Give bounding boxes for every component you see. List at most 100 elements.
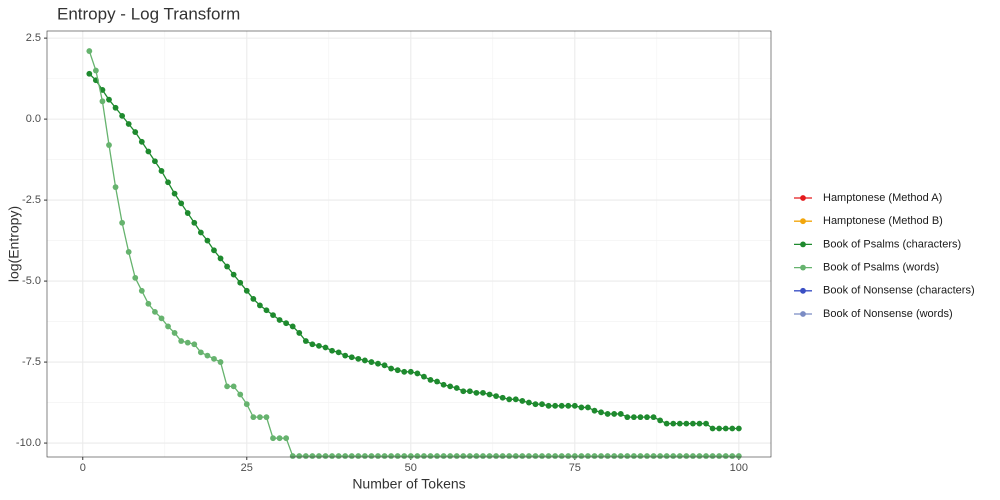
data-point <box>407 368 414 375</box>
data-point <box>257 414 263 421</box>
data-point <box>644 414 650 421</box>
data-point <box>466 453 473 459</box>
data-point <box>276 317 283 323</box>
data-point <box>329 453 335 459</box>
data-point <box>243 401 250 408</box>
data-point <box>309 453 316 459</box>
data-point <box>473 453 480 459</box>
data-point <box>270 435 276 442</box>
data-point <box>296 453 303 459</box>
data-point <box>716 453 723 459</box>
data-point <box>519 453 526 459</box>
data-point <box>696 453 703 459</box>
data-point <box>453 453 460 459</box>
data-point <box>657 453 664 459</box>
data-point <box>644 453 650 459</box>
data-point <box>230 383 237 390</box>
data-point <box>394 453 401 459</box>
data-point <box>460 453 467 459</box>
data-point <box>158 168 165 174</box>
data-point <box>427 453 434 459</box>
data-point <box>558 453 565 459</box>
data-point <box>624 414 631 421</box>
legend-marker <box>800 311 806 317</box>
data-point <box>480 453 486 459</box>
data-point <box>375 453 381 459</box>
data-point <box>322 453 329 459</box>
data-point <box>165 179 171 186</box>
data-point <box>650 414 657 421</box>
data-point <box>591 453 598 459</box>
data-point <box>361 453 368 459</box>
data-point <box>211 247 217 254</box>
data-point <box>473 389 480 396</box>
data-point <box>335 349 342 356</box>
data-point <box>276 435 283 442</box>
data-point <box>197 229 204 236</box>
data-point <box>171 330 178 336</box>
data-point <box>526 399 532 406</box>
y-tick-label: 2.5 <box>26 32 41 44</box>
y-axis-label: log(Entropy) <box>6 206 22 282</box>
data-point <box>434 453 440 459</box>
data-point <box>145 300 152 307</box>
data-point <box>676 420 683 427</box>
y-tick-label: 0.0 <box>26 113 41 125</box>
data-point <box>381 362 388 369</box>
data-point <box>191 341 198 348</box>
data-point <box>250 296 257 302</box>
data-point <box>539 453 545 459</box>
data-point <box>348 453 355 459</box>
data-point <box>263 414 270 421</box>
data-point <box>676 453 683 459</box>
data-point <box>237 391 244 398</box>
legend-label: Hamptonese (Method B) <box>823 215 943 227</box>
data-point <box>598 453 604 459</box>
data-point <box>480 389 486 396</box>
data-point <box>506 396 513 403</box>
data-point <box>375 360 381 367</box>
data-point <box>427 376 434 383</box>
data-point <box>565 402 572 409</box>
data-point <box>335 453 342 459</box>
data-point <box>119 219 126 226</box>
data-point <box>348 354 355 361</box>
data-point <box>106 142 112 148</box>
data-point <box>421 373 427 380</box>
data-point <box>86 48 93 54</box>
legend-label: Hamptonese (Method A) <box>823 192 942 204</box>
data-point <box>722 453 729 459</box>
data-point <box>184 339 191 346</box>
data-point <box>99 98 106 105</box>
data-point <box>224 263 230 270</box>
x-tick-label: 100 <box>730 462 748 474</box>
data-point <box>92 67 99 74</box>
data-point <box>257 302 263 309</box>
data-point <box>447 383 454 390</box>
data-point <box>355 453 362 459</box>
data-point <box>453 385 460 391</box>
data-point <box>204 237 211 244</box>
data-point <box>112 104 119 111</box>
data-point <box>211 355 217 362</box>
data-point <box>630 453 637 459</box>
data-point <box>611 453 618 459</box>
data-point <box>709 425 716 432</box>
data-point <box>729 425 736 432</box>
data-point <box>571 453 578 459</box>
data-point <box>447 453 454 459</box>
legend-label: Book of Nonsense (words) <box>823 308 953 320</box>
data-point <box>519 398 526 404</box>
data-point <box>670 420 677 427</box>
data-point <box>289 323 296 330</box>
data-point <box>493 453 499 459</box>
data-point <box>204 352 211 359</box>
data-point <box>184 210 191 216</box>
data-point <box>197 349 204 356</box>
data-point <box>191 219 198 226</box>
data-point <box>158 315 165 322</box>
data-point <box>604 411 611 417</box>
legend-label: Book of Nonsense (characters) <box>823 285 975 297</box>
data-point <box>440 381 447 388</box>
